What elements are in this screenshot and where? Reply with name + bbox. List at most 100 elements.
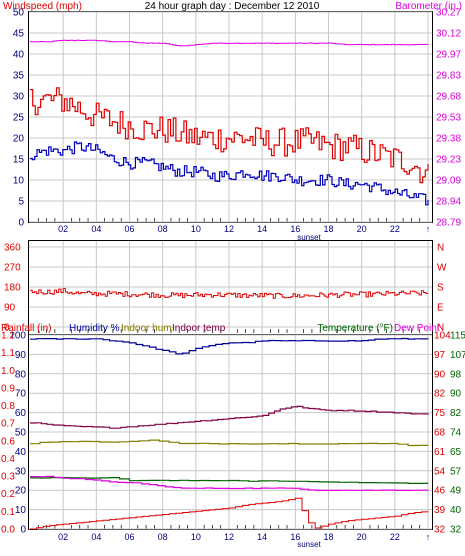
temp-xtick-label: 06: [124, 532, 134, 542]
dew-ytick-label: 107: [450, 350, 465, 361]
temp-ytick-label: 75: [434, 408, 446, 419]
rain-ytick-label: 1.2: [1, 331, 15, 342]
rain-ytick-label: 0.4: [1, 454, 15, 465]
wind-direction-line: [30, 288, 429, 299]
temp-ytick-label: 54: [434, 466, 446, 477]
humidity-legend: Humidity %: [69, 323, 120, 334]
baro-line: [30, 39, 429, 47]
indoor-hum-legend: Indoor hum: [121, 323, 172, 334]
temp-ytick-label: 82: [434, 389, 446, 400]
temp-xtick-label: ↑: [426, 532, 431, 542]
wind-xtick-label: 10: [191, 224, 201, 234]
baro-axis-title: Barometer (in.): [395, 1, 462, 12]
baro-ytick-label: 29.97: [436, 50, 461, 61]
rain-ytick-label: 0.8: [1, 401, 15, 412]
wind-xtick-label: 18: [323, 224, 333, 234]
dir-ytick-label: 270: [4, 263, 21, 274]
humidity-ytick-label: 30: [15, 466, 27, 477]
dew-ytick-label: 98: [450, 369, 462, 380]
temp-ytick-label: 39: [434, 505, 446, 516]
dew-point-line: [30, 475, 429, 491]
wind-ytick-label: 45: [13, 29, 25, 40]
dew-ytick-label: 49: [450, 486, 462, 497]
dew-ytick-label: 65: [450, 447, 462, 458]
wind-xtick-label: 12: [224, 224, 234, 234]
wind-ytick-label: 25: [13, 113, 25, 124]
rain-ytick-label: 0.7: [1, 419, 15, 430]
baro-ytick-label: 29.38: [436, 134, 461, 145]
dir-compass-label: W: [437, 263, 447, 274]
dew-ytick-label: 90: [450, 389, 462, 400]
grid-layer: [29, 11, 432, 530]
dir-compass-label: E: [437, 303, 444, 314]
humidity-ytick-label: 90: [15, 350, 27, 361]
wind-xtick-label: 22: [390, 224, 400, 234]
temp-xtick-label: 04: [91, 532, 101, 542]
rain-ytick-label: 0.0: [1, 525, 15, 536]
temp-xtick-label: 10: [191, 532, 201, 542]
dew-ytick-label: 115: [450, 331, 465, 342]
temp-ytick-label: 90: [434, 369, 446, 380]
sunset-marker-bottom: sunset: [297, 540, 321, 549]
humidity-ytick-label: 40: [15, 447, 27, 458]
dir-ytick-label: 360: [4, 243, 21, 254]
temp-xtick-label: 02: [58, 532, 68, 542]
rain-ytick-label: 0.1: [1, 507, 15, 518]
dewpoint-axis-title: Dew Point: [394, 323, 440, 334]
wind-ytick-label: 0: [18, 218, 24, 229]
baro-ytick-label: 28.94: [436, 197, 461, 208]
temp-xtick-label: 18: [323, 532, 333, 542]
dew-ytick-label: 82: [450, 408, 462, 419]
humidity-ytick-label: 80: [15, 369, 27, 380]
humidity-line: [30, 337, 429, 355]
dir-ytick-label: 90: [4, 303, 16, 314]
baro-ytick-label: 28.79: [436, 218, 461, 229]
baro-ytick-label: 29.09: [436, 176, 461, 187]
dir-ytick-label: 180: [4, 283, 21, 294]
temp-xtick-label: 12: [224, 532, 234, 542]
wind-xtick-label: 02: [58, 224, 68, 234]
humidity-ytick-label: 60: [15, 408, 27, 419]
temp-ytick-label: 104: [434, 331, 451, 342]
indoor-temp-legend: Indoor temp: [172, 323, 226, 334]
wind-ytick-label: 50: [13, 8, 25, 19]
rain-ytick-label: 1.1: [1, 348, 15, 359]
temp-xtick-label: 08: [158, 532, 168, 542]
dew-ytick-label: 74: [450, 428, 462, 439]
temperature-line: [30, 477, 428, 484]
dir-ytick-label: 0: [4, 323, 10, 334]
indoor-hum-line: [30, 439, 429, 447]
rain-ytick-label: 0.2: [1, 489, 15, 500]
dir-compass-label: N: [437, 323, 444, 334]
dir-compass-label: N: [437, 243, 444, 254]
wind-ytick-label: 35: [13, 71, 25, 82]
wind-xtick-label: 06: [124, 224, 134, 234]
wind-xtick-label: 14: [257, 224, 267, 234]
chart-title: 24 hour graph day : December 12 2010: [145, 1, 320, 12]
humidity-ytick-label: 100: [9, 331, 26, 342]
rain-ytick-label: 0.3: [1, 472, 15, 483]
temp-xtick-label: 20: [357, 532, 367, 542]
rainfall-line: [30, 497, 429, 530]
rain-ytick-label: 0.6: [1, 436, 15, 447]
baro-ytick-label: 29.68: [436, 92, 461, 103]
dir-compass-label: S: [437, 283, 444, 294]
wind-ytick-label: 15: [13, 155, 25, 166]
wind-ytick-label: 30: [13, 92, 25, 103]
temp-xtick-label: 14: [257, 532, 267, 542]
rain-ytick-label: 1.0: [1, 366, 15, 377]
temp-xtick-label: 22: [390, 532, 400, 542]
rain-ytick-label: 0.9: [1, 383, 15, 394]
rain-axis-title: Rainfall (in): [1, 323, 52, 334]
dew-ytick-label: 32: [450, 525, 462, 536]
humidity-ytick-label: 70: [15, 389, 27, 400]
dew-ytick-label: 40: [450, 505, 462, 516]
wind-xtick-label: 16: [290, 224, 300, 234]
humidity-ytick-label: 10: [15, 505, 27, 516]
temp-ytick-label: 97: [434, 350, 446, 361]
baro-ytick-label: 30.12: [436, 29, 461, 40]
dew-ytick-label: 57: [450, 466, 462, 477]
wind-ytick-label: 20: [13, 134, 25, 145]
indoor-temp-line: [30, 405, 429, 429]
